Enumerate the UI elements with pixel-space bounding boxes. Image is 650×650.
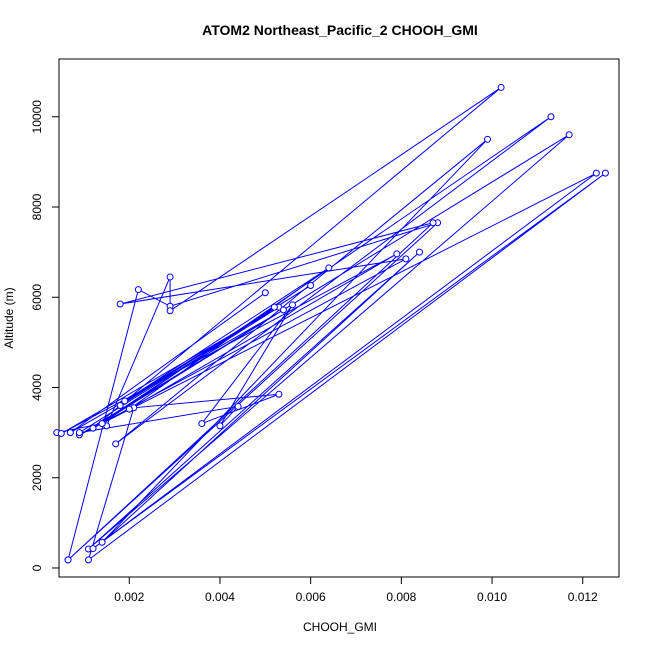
x-tick-label: 0.002 xyxy=(114,590,144,604)
chart-title: ATOM2 Northeast_Pacific_2 CHOOH_GMI xyxy=(202,22,478,38)
data-point xyxy=(125,405,133,413)
data-point xyxy=(112,440,120,448)
x-tick-label: 0.004 xyxy=(205,590,235,604)
data-point xyxy=(565,131,573,139)
data-point xyxy=(275,390,283,398)
data-point xyxy=(592,169,600,177)
data-point xyxy=(166,273,174,281)
x-tick-label: 0.006 xyxy=(296,590,326,604)
data-point xyxy=(547,113,555,121)
y-tick-label: 10000 xyxy=(30,100,44,134)
data-point xyxy=(89,545,97,553)
data-point xyxy=(325,264,333,272)
data-point xyxy=(89,424,97,432)
data-point xyxy=(279,306,287,314)
data-point xyxy=(216,422,224,430)
x-axis-label: CHOOH_GMI xyxy=(303,620,377,634)
data-point xyxy=(270,303,278,311)
data-point xyxy=(116,300,124,308)
data-point xyxy=(57,430,65,438)
data-point xyxy=(66,429,74,437)
data-point xyxy=(198,420,206,428)
data-point xyxy=(166,307,174,315)
data-point xyxy=(497,83,505,91)
x-tick-label: 0.010 xyxy=(477,590,507,604)
data-point xyxy=(234,402,242,410)
data-point xyxy=(415,248,423,256)
y-tick-label: 8000 xyxy=(30,193,44,220)
data-point xyxy=(601,169,609,177)
y-tick-label: 2000 xyxy=(30,464,44,491)
x-axis: 0.002 0.004 0.006 0.008 0.010 0.012 xyxy=(114,576,598,604)
x-tick-label: 0.012 xyxy=(568,590,598,604)
data-point xyxy=(484,135,492,143)
data-point xyxy=(116,402,124,410)
data-point xyxy=(98,420,106,428)
data-point xyxy=(261,289,269,297)
data-point xyxy=(84,556,92,564)
y-tick-label: 0 xyxy=(30,564,44,571)
series-line xyxy=(56,87,606,562)
data-point xyxy=(429,219,437,227)
y-tick-label: 6000 xyxy=(30,284,44,311)
x-tick-label: 0.008 xyxy=(386,590,416,604)
y-axis-label: Altitude (m) xyxy=(2,287,16,348)
data-point xyxy=(307,282,315,290)
data-point xyxy=(402,255,410,263)
series-group xyxy=(53,83,609,564)
data-point xyxy=(289,301,297,309)
data-point xyxy=(75,429,83,437)
data-point xyxy=(393,250,401,258)
y-axis: 0 2000 4000 6000 8000 10000 xyxy=(30,100,60,571)
data-point xyxy=(64,556,72,564)
data-point xyxy=(121,397,129,405)
data-point xyxy=(134,286,142,294)
y-tick-label: 4000 xyxy=(30,374,44,401)
data-point xyxy=(98,538,106,546)
